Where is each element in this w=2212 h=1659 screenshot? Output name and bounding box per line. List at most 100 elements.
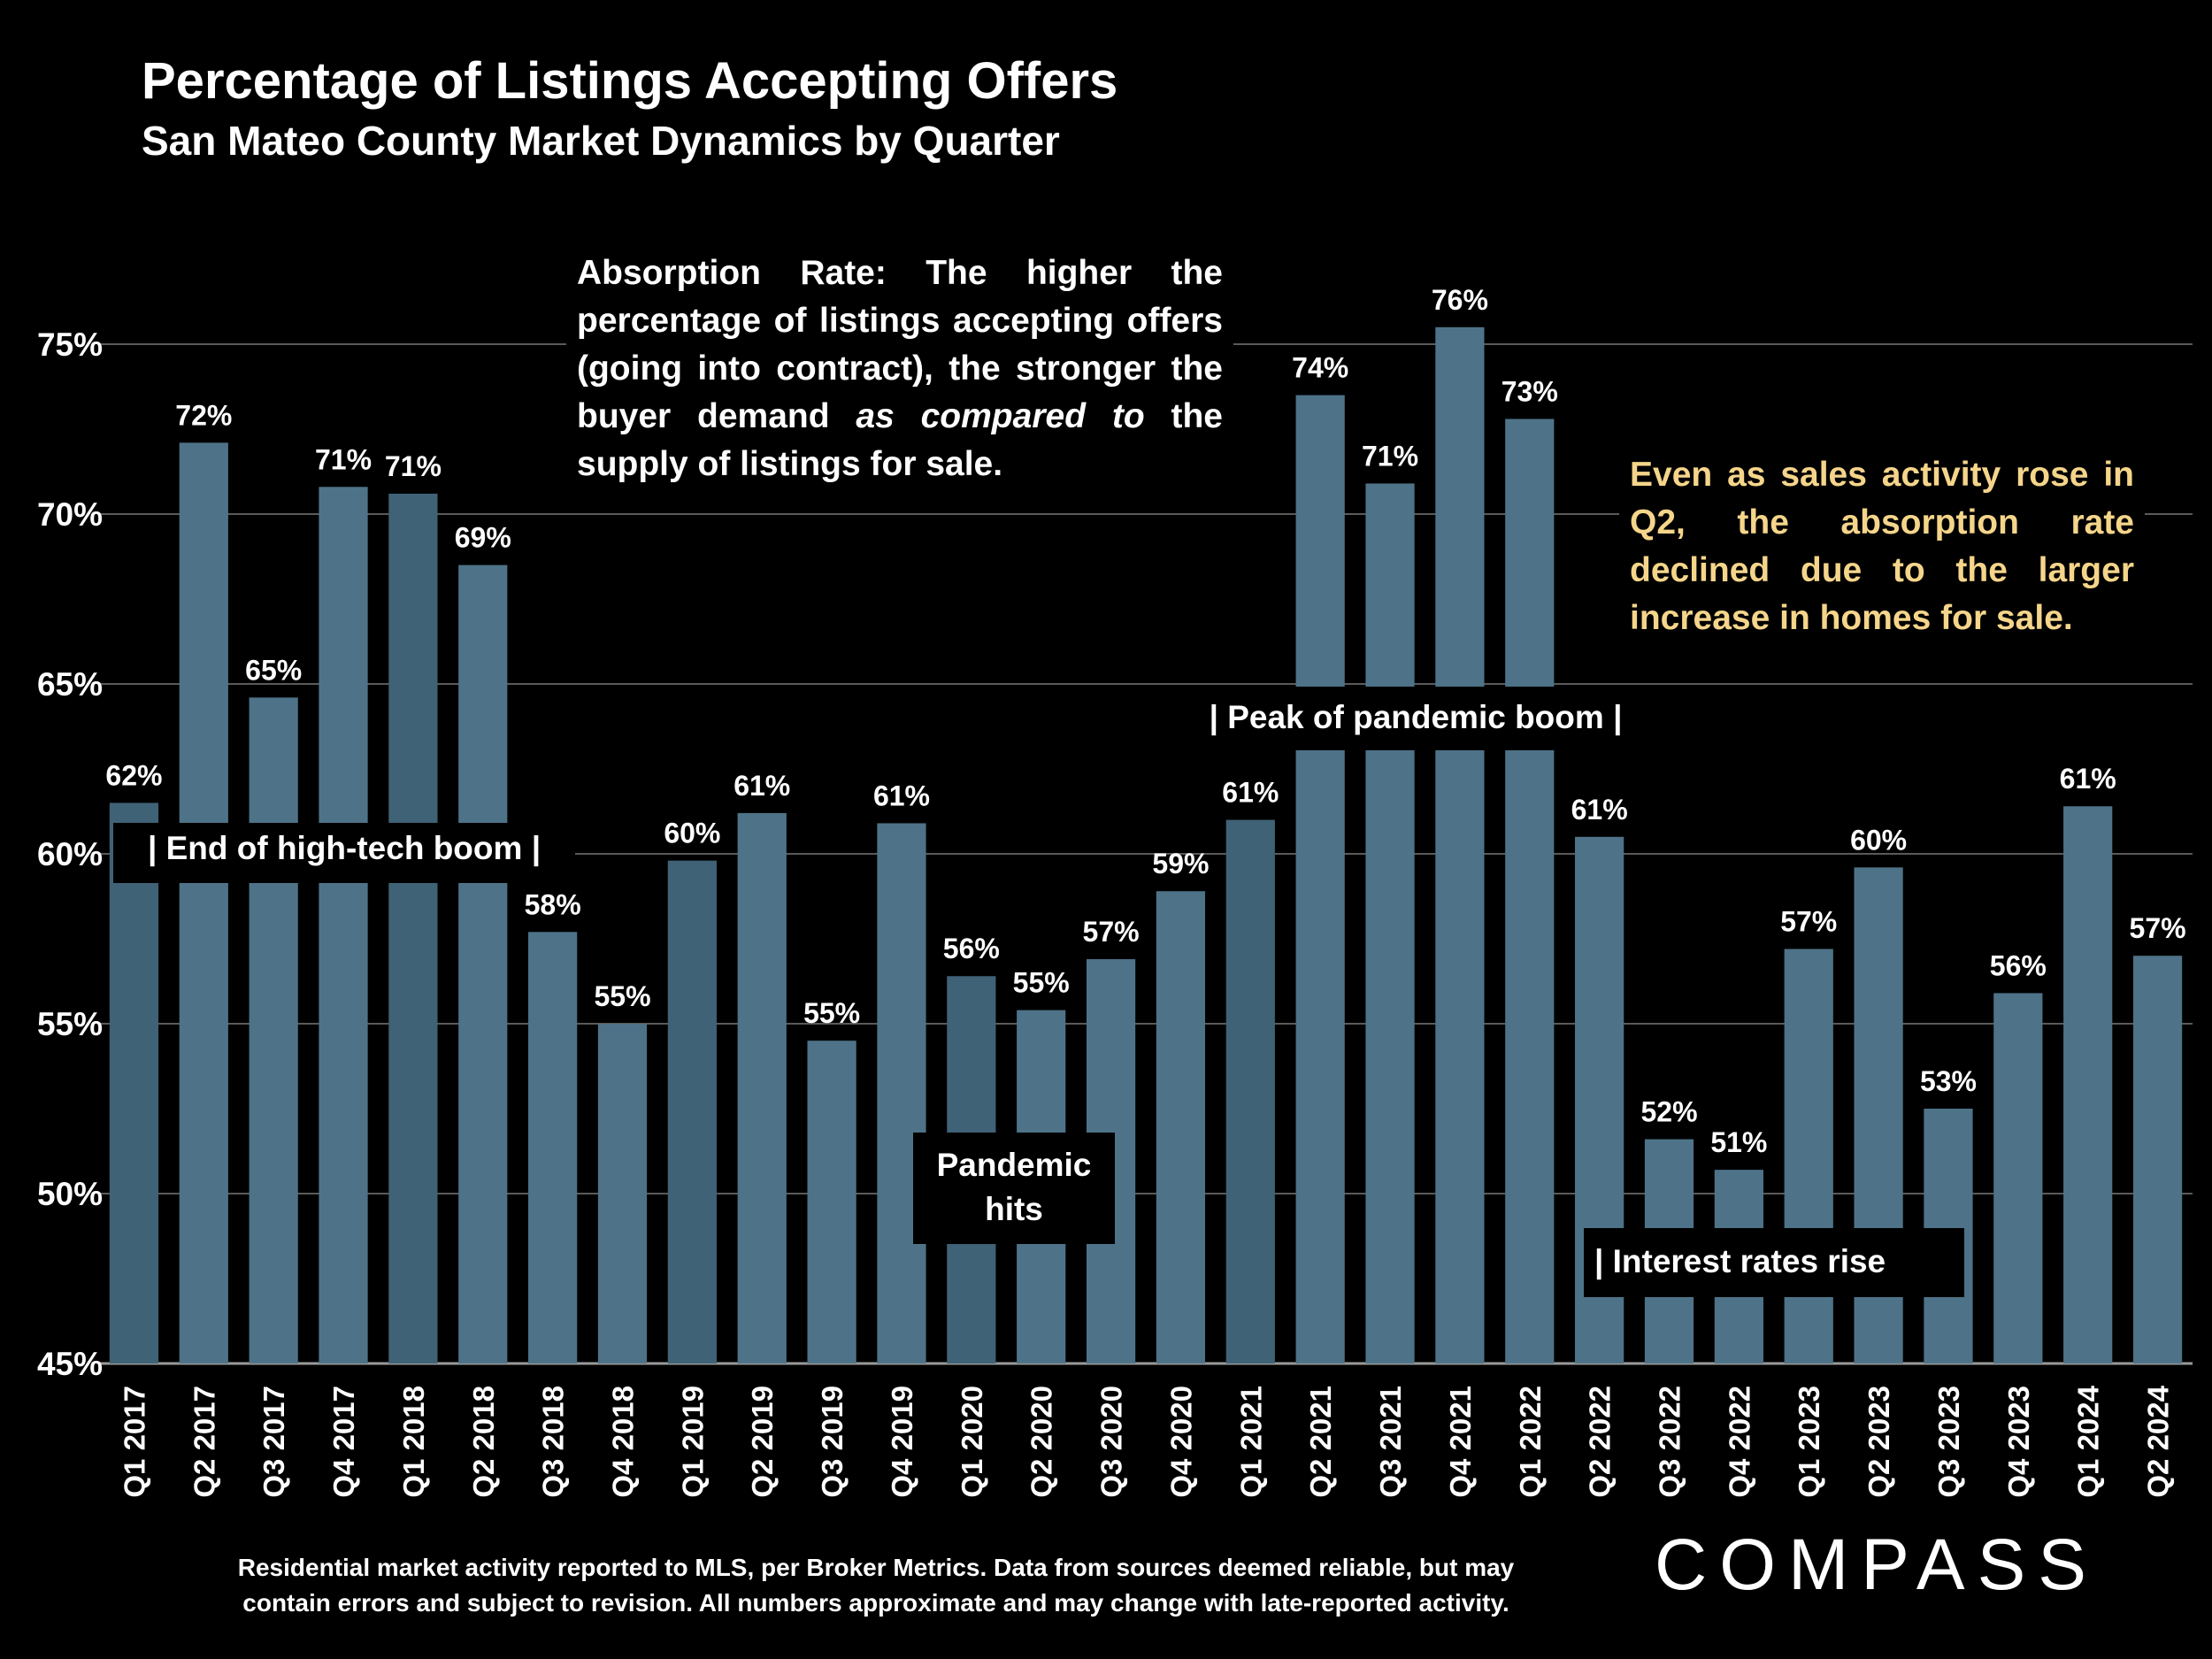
- x-tick-label: Q3 2023: [1932, 1386, 1965, 1498]
- x-tick-label: Q4 2021: [1444, 1386, 1477, 1498]
- x-tick-label: Q4 2018: [607, 1386, 640, 1498]
- x-tick-label: Q1 2024: [2072, 1385, 2105, 1497]
- compass-logo: COMPASS: [1655, 1525, 2099, 1605]
- x-tick-label: Q2 2017: [188, 1386, 220, 1498]
- bar-value-label: 61%: [2060, 763, 2116, 795]
- x-tick-label: Q1 2018: [397, 1386, 430, 1498]
- x-tick-label: Q1 2019: [676, 1386, 709, 1498]
- x-tick-label: Q1 2022: [1514, 1386, 1547, 1498]
- bar: [597, 1024, 648, 1363]
- y-tick-label: 55%: [37, 1006, 103, 1042]
- bar-value-label: 57%: [2130, 912, 2186, 944]
- bar: [1365, 483, 1415, 1363]
- bar: [319, 487, 368, 1363]
- event-end-of-high-tech-boom: | End of high-tech boom |: [113, 823, 575, 883]
- x-tick-label: Q3 2022: [1654, 1386, 1686, 1498]
- x-tick-label: Q2 2019: [746, 1386, 779, 1498]
- bar-value-label: 71%: [1362, 440, 1418, 472]
- x-tick-label: Q2 2023: [1863, 1386, 1895, 1498]
- bar-value-label: 73%: [1502, 375, 1558, 407]
- bar: [179, 442, 228, 1363]
- bar-value-label: 62%: [105, 759, 162, 791]
- bar-value-label: 56%: [943, 933, 1000, 964]
- bar-value-label: 60%: [1850, 824, 1907, 856]
- bar: [737, 812, 787, 1363]
- x-tick-label: Q2 2024: [2142, 1385, 2175, 1497]
- x-tick-label: Q3 2017: [257, 1386, 290, 1498]
- x-tick-label: Q1 2021: [1234, 1386, 1267, 1498]
- bar: [249, 697, 298, 1363]
- y-tick-label: 75%: [37, 326, 103, 363]
- bar: [1784, 949, 1833, 1363]
- y-axis-ticks: 45% 50% 55% 60% 65% 70% 75%: [37, 326, 103, 1382]
- x-tick-label: Q3 2018: [537, 1386, 570, 1498]
- bar: [1435, 326, 1485, 1363]
- bar: [2063, 806, 2113, 1363]
- x-tick-label: Q1 2020: [956, 1386, 988, 1498]
- x-tick-label: Q1 2023: [1793, 1386, 1825, 1498]
- bar: [1225, 819, 1275, 1363]
- bar-value-label: 51%: [1710, 1126, 1767, 1158]
- x-tick-label: Q3 2021: [1374, 1386, 1407, 1498]
- bar: [667, 860, 717, 1363]
- y-tick-label: 45%: [37, 1346, 103, 1382]
- value-labels: 62% 72% 65% 71% 71% 69% 58% 55% 60% 61% 55% 61% 56% 5…: [105, 284, 2185, 1158]
- event-interest-rates-rise: | Interest rates rise: [1584, 1228, 1964, 1297]
- bar-value-label: 60%: [664, 818, 720, 849]
- bar: [1505, 419, 1555, 1364]
- x-axis-ticks: Q1 2017 Q2 2017 Q3 2017 Q4 2017 Q1 2018 Q2 20…: [118, 1385, 2174, 1497]
- chart-title: Percentage of Listings Accepting Offers: [142, 52, 1118, 110]
- event-peak-of-pandemic-boom: | Peak of pandemic boom |: [1177, 687, 1655, 750]
- bar: [2132, 956, 2183, 1363]
- footer-line-1: Residential market activity reported to …: [237, 1554, 1515, 1581]
- absorption-note-text: Absorption Rate: The higher the percenta…: [577, 254, 1223, 435]
- y-tick-label: 70%: [37, 496, 103, 533]
- bar-value-label: 65%: [245, 654, 302, 686]
- y-tick-label: 50%: [37, 1176, 103, 1212]
- bar-value-label: 59%: [1152, 848, 1209, 879]
- bar-value-label: 74%: [1292, 352, 1348, 384]
- bar-value-label: 76%: [1432, 284, 1488, 316]
- absorption-note-emphasis: as compared to: [856, 397, 1145, 435]
- bar: [388, 493, 438, 1363]
- bar-value-label: 55%: [1013, 967, 1070, 999]
- footer-disclaimer: Residential market activity reported to …: [124, 1550, 1628, 1621]
- bar-value-label: 61%: [1571, 794, 1628, 826]
- chart-subtitle: San Mateo County Market Dynamics by Quar…: [142, 118, 1060, 164]
- x-tick-label: Q4 2020: [1164, 1386, 1197, 1498]
- x-tick-label: Q2 2018: [467, 1386, 500, 1498]
- bar-value-label: 58%: [525, 888, 581, 920]
- bar: [528, 932, 578, 1363]
- bar: [109, 803, 159, 1363]
- x-tick-label: Q3 2020: [1095, 1386, 1128, 1498]
- bar-value-label: 53%: [1920, 1065, 1977, 1097]
- bar-value-label: 55%: [803, 997, 860, 1029]
- bar: [877, 823, 926, 1363]
- bar-value-label: 55%: [594, 980, 650, 1012]
- absorption-note-text-end: the supply of listings for sale.: [577, 397, 1223, 483]
- sales-activity-note: Even as sales activity rose in Q2, the a…: [1619, 451, 2145, 642]
- footer-line-2: contain errors and subject to revision. …: [242, 1589, 1509, 1617]
- bar: [1993, 993, 2043, 1363]
- bar: [458, 565, 508, 1363]
- x-tick-label: Q2 2020: [1025, 1386, 1058, 1498]
- x-tick-label: Q4 2019: [886, 1386, 918, 1498]
- x-tick-label: Q4 2023: [2002, 1386, 2035, 1498]
- x-tick-label: Q4 2022: [1723, 1386, 1755, 1498]
- x-tick-label: Q1 2017: [118, 1386, 150, 1498]
- bar-value-label: 69%: [455, 522, 511, 554]
- bar-value-label: 57%: [1083, 916, 1140, 948]
- bar-value-label: 71%: [315, 443, 372, 475]
- y-tick-label: 65%: [37, 666, 103, 703]
- bar-value-label: 61%: [1222, 777, 1279, 809]
- bar-value-label: 57%: [1780, 906, 1837, 938]
- y-tick-label: 60%: [37, 836, 103, 872]
- bar-value-label: 52%: [1640, 1096, 1697, 1128]
- bar-value-label: 56%: [1990, 949, 2047, 981]
- x-tick-label: Q2 2022: [1584, 1386, 1617, 1498]
- absorption-rate-note: Absorption Rate: The higher the percenta…: [566, 246, 1233, 492]
- bar: [1156, 891, 1206, 1363]
- bar: [1295, 395, 1345, 1364]
- x-tick-label: Q4 2017: [327, 1386, 360, 1498]
